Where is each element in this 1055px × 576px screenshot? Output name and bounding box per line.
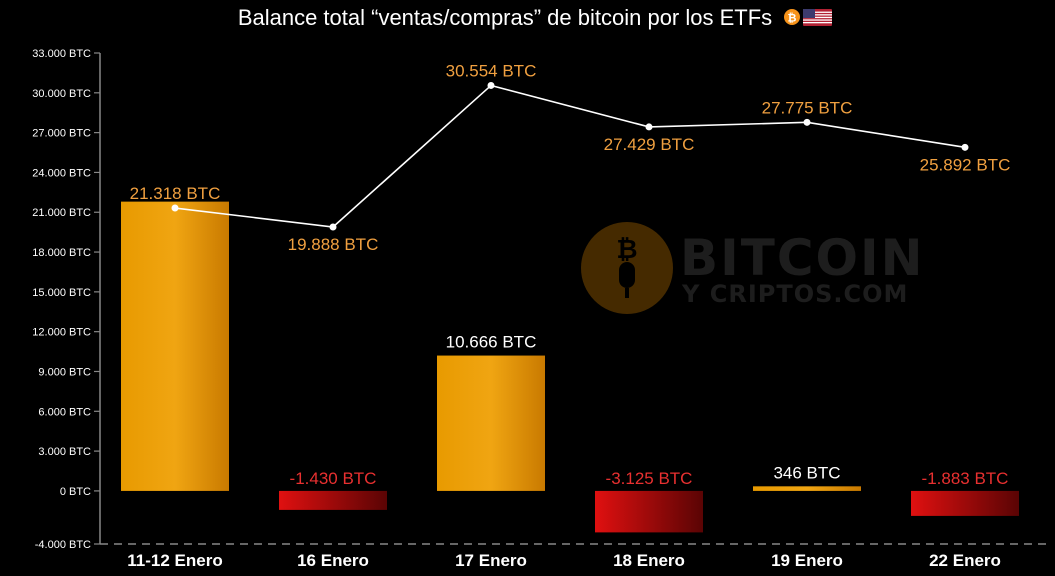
line-data-label: 27.775 BTC	[762, 98, 853, 117]
bar-data-label: -1.883 BTC	[922, 469, 1009, 488]
y-tick-label: 6.000 BTC	[38, 406, 91, 418]
line-data-label: 21.318 BTC	[130, 184, 221, 203]
line-data-label: 19.888 BTC	[288, 235, 379, 254]
x-tick-label: 16 Enero	[297, 551, 369, 570]
y-tick-label: 18.000 BTC	[32, 247, 91, 259]
line-series	[171, 81, 969, 231]
y-tick-label: 30.000 BTC	[32, 88, 91, 100]
line-point	[171, 204, 179, 212]
x-tick-label: 18 Enero	[613, 551, 685, 570]
line-point	[329, 223, 337, 231]
us-flag-icon	[803, 9, 832, 26]
svg-text:₿: ₿	[616, 234, 637, 264]
watermark: ₿ BITCOIN Y CRIPTOS.COM	[581, 222, 924, 314]
y-tick-label: 0 BTC	[60, 486, 91, 498]
axes: -4.000 BTC 0 BTC 3.000 BTC 6.000 BTC 9.000 B…	[32, 48, 1050, 570]
line-point	[645, 123, 653, 131]
line-point	[961, 143, 969, 151]
watermark-line1: BITCOIN	[680, 229, 924, 287]
data-labels: -1.430 BTC 10.666 BTC -3.125 BTC 346 BTC -1.…	[130, 61, 1011, 487]
bar	[437, 355, 545, 491]
bar	[753, 486, 861, 491]
x-tick-label: 19 Enero	[771, 551, 843, 570]
line-data-label: 30.554 BTC	[446, 61, 537, 80]
line-data-label: 25.892 BTC	[920, 155, 1011, 174]
y-tick-label: 27.000 BTC	[32, 128, 91, 140]
bar-data-label: 10.666 BTC	[446, 333, 537, 352]
line-path	[174, 84, 966, 228]
x-tick-label: 17 Enero	[455, 551, 527, 570]
y-tick-label: 33.000 BTC	[32, 48, 91, 60]
y-tick-label: 9.000 BTC	[38, 366, 91, 378]
bar	[121, 201, 229, 491]
line-data-label: 27.429 BTC	[604, 135, 695, 154]
y-tick-label: 21.000 BTC	[32, 207, 91, 219]
bar	[279, 490, 387, 510]
bitcoin-icon: ₿	[784, 9, 800, 25]
chart-title: Balance total “ventas/compras” de bitcoi…	[238, 5, 772, 30]
line-point	[803, 118, 811, 126]
bar-data-label: 346 BTC	[773, 463, 840, 482]
y-tick-label: 24.000 BTC	[32, 167, 91, 179]
y-tick-label: 12.000 BTC	[32, 327, 91, 339]
svg-text:₿: ₿	[788, 13, 797, 25]
line-point	[487, 81, 495, 89]
y-tick-label: -4.000 BTC	[35, 539, 91, 551]
bar-data-label: -3.125 BTC	[606, 469, 693, 488]
y-tick-label: 15.000 BTC	[32, 287, 91, 299]
bars	[121, 201, 1019, 533]
watermark-line2: Y CRIPTOS.COM	[681, 280, 908, 308]
bar	[595, 490, 703, 533]
x-tick-label: 11-12 Enero	[127, 551, 222, 570]
bar-data-label: -1.430 BTC	[290, 469, 377, 488]
y-tick-label: 3.000 BTC	[38, 446, 91, 458]
x-tick-label: 22 Enero	[929, 551, 1001, 570]
bar	[911, 490, 1019, 516]
